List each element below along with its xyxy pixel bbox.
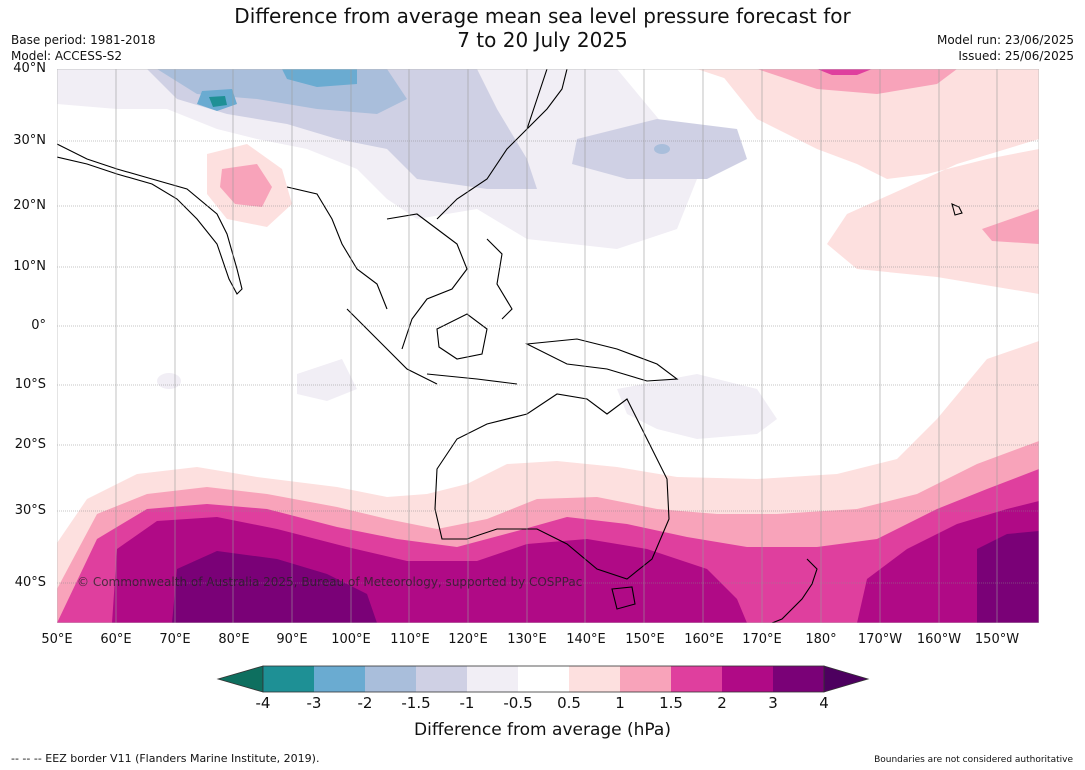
contour-pos-3-south: [172, 551, 377, 623]
lat-label-10s: 10°S: [14, 377, 46, 392]
colorbar-bin-0.5-1: [569, 666, 620, 692]
colorbar-tick-1: 1: [615, 694, 625, 712]
contour-neg-0.5-c: [617, 374, 777, 439]
coastlines: [57, 69, 963, 623]
coast-tasmania: [611, 586, 636, 610]
colorbar-bin-1.5-2: [671, 666, 722, 692]
coast-java: [426, 373, 518, 385]
lat-label-20s: 20°S: [14, 437, 46, 452]
coast-india: [57, 143, 243, 295]
lat-label-10n: 10°N: [13, 259, 46, 274]
lon-label-120e: 120°E: [448, 632, 488, 647]
lon-label-70e: 70°E: [159, 632, 191, 647]
contour-pos-0.5-npac: [717, 69, 1039, 294]
contour-neg-0.5-b: [297, 359, 357, 401]
colorbar-bin-2-3: [722, 666, 773, 692]
coast-australia: [434, 393, 670, 580]
lon-label-110e: 110°E: [390, 632, 430, 647]
issued-date: Issued: 25/06/2025: [958, 49, 1074, 63]
coast-bay-bengal: [286, 186, 388, 310]
title-line-1: Difference from average mean sea level p…: [234, 4, 851, 28]
lat-label-0: 0°: [31, 318, 46, 333]
lon-label-170e: 170°E: [742, 632, 782, 647]
lon-label-60e: 60°E: [100, 632, 132, 647]
colorbar-bin--1.5--1: [416, 666, 467, 692]
lon-label-180: 180°: [805, 632, 837, 647]
contour-pos-1-npac: [757, 69, 957, 94]
colorbar-bin--2--1.5: [365, 666, 416, 692]
lon-label-90e: 90°E: [276, 632, 308, 647]
coast-japan: [526, 69, 568, 130]
model-run: Model run: 23/06/2025: [936, 33, 1074, 47]
contour-pos-1-hawaii: [982, 209, 1039, 244]
contour-pos-1.5-npac: [817, 69, 872, 75]
colorbar-tick-4: 4: [819, 694, 829, 712]
contour-neg-3-tibet: [209, 96, 227, 107]
lon-label-160w: 160°W: [916, 632, 962, 647]
colorbar-bin--0.5-0.5: [518, 666, 569, 692]
coast-china: [436, 69, 548, 220]
copyright-text: © Commonwealth of Australia 2025, Bureau…: [77, 575, 582, 589]
meridians: [115, 69, 998, 623]
coast-borneo: [436, 313, 488, 360]
lon-label-140e: 140°E: [566, 632, 606, 647]
colorbar-arrow-max: [823, 665, 870, 693]
lon-label-50e: 50°E: [41, 632, 73, 647]
lon-label-150w: 150°W: [974, 632, 1020, 647]
colorbar-tick--3: -3: [306, 694, 322, 712]
colorbar-frame: [262, 665, 825, 693]
title-line-2: 7 to 20 July 2025: [457, 28, 628, 52]
boundaries-disclaimer: Boundaries are not considered authoritat…: [874, 755, 1073, 765]
colorbar-title: Difference from average (hPa): [414, 720, 671, 740]
colorbar-tick--4: -4: [255, 694, 271, 712]
colorbar-tick--1: -1: [459, 694, 475, 712]
contour-neg-2-asia: [282, 69, 357, 87]
colorbar-tick-1.5: 1.5: [659, 694, 683, 712]
graticule: [57, 140, 1039, 584]
lon-label-170w: 170°W: [857, 632, 903, 647]
lat-label-30s: 30°S: [14, 503, 46, 518]
colorbar-bin--3--2: [314, 666, 365, 692]
coast-philippines: [486, 238, 513, 320]
lat-label-20n: 20°N: [13, 198, 46, 213]
colorbar-tick--2: -2: [357, 694, 373, 712]
lon-label-160e: 160°E: [684, 632, 724, 647]
lat-label-30n: 30°N: [13, 133, 46, 148]
colorbar-bin-1-1.5: [620, 666, 671, 692]
colorbar-tick-3: 3: [768, 694, 778, 712]
colorbar-tick--0.5: -0.5: [503, 694, 533, 712]
colorbar: [216, 665, 870, 693]
contour-neg-0.5-asia: [57, 69, 697, 249]
pressure-anomaly-map: © Commonwealth of Australia 2025, Bureau…: [57, 69, 1039, 623]
contour-pos-3-south-east: [977, 531, 1039, 623]
colorbar-bin-3-4: [773, 666, 824, 692]
lon-label-100e: 100°E: [331, 632, 371, 647]
colorbar-arrow-min: [216, 665, 264, 693]
lat-label-40s: 40°S: [14, 575, 46, 590]
contour-neg-1-asia: [147, 69, 537, 189]
coast-new-zealand: [771, 558, 818, 623]
lon-label-150e: 150°E: [625, 632, 665, 647]
right-meta: Model run: 23/06/2025 Issued: 25/06/2025: [937, 32, 1074, 64]
colorbar-tick--1.5: -1.5: [401, 694, 431, 712]
eez-legend-note: -- -- -- EEZ border V11 (Flanders Marine…: [11, 752, 320, 765]
colorbar-tick-2: 2: [717, 694, 727, 712]
model-name: Model: ACCESS-S2: [11, 49, 123, 63]
coast-hawaii: [951, 203, 963, 216]
coast-sumatra: [346, 308, 438, 385]
contour-neg-0.5-a: [157, 373, 181, 389]
coast-new-guinea: [525, 338, 679, 382]
left-meta: Base period: 1981-2018 Model: ACCESS-S2: [11, 32, 156, 64]
base-period: Base period: 1981-2018: [11, 33, 156, 47]
contour-neg-1.5-pacific: [654, 144, 670, 154]
lon-label-80e: 80°E: [218, 632, 250, 647]
lon-label-130e: 130°E: [507, 632, 547, 647]
map-title: Difference from average mean sea level p…: [0, 4, 1085, 52]
colorbar-bin--1--0.5: [467, 666, 518, 692]
colorbar-tick-0.5: 0.5: [557, 694, 581, 712]
colorbar-bin--4--3: [263, 666, 314, 692]
lat-label-40n: 40°N: [13, 61, 46, 76]
coast-indochina: [386, 213, 468, 350]
